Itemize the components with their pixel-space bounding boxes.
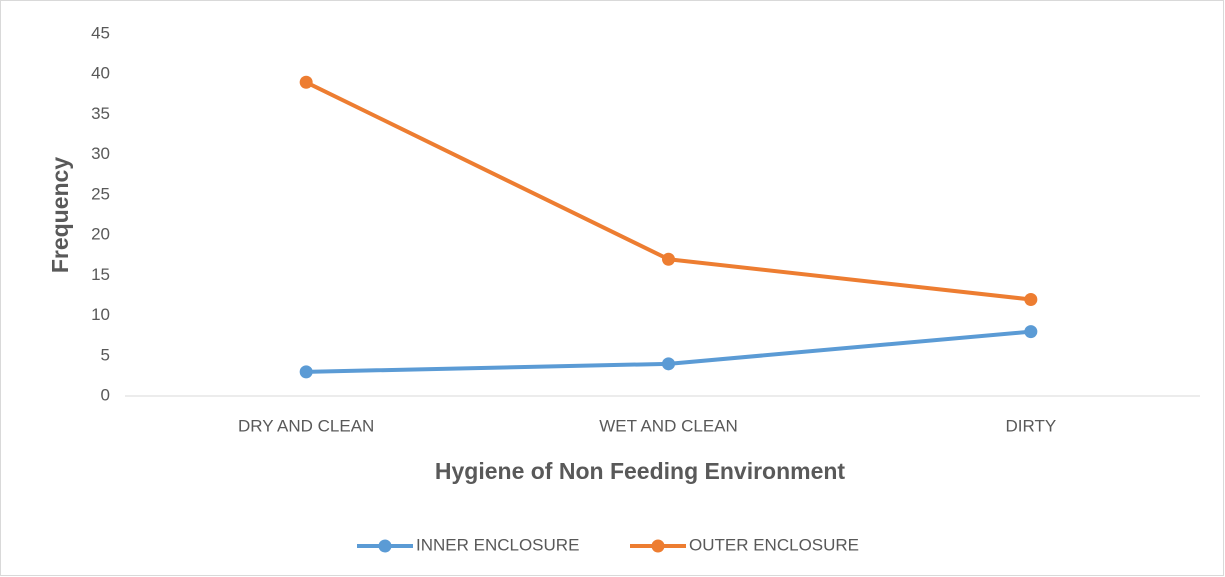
y-tick-label: 15 — [91, 265, 110, 284]
y-tick-label: 30 — [91, 144, 110, 163]
point — [662, 357, 675, 371]
x-axis-title: Hygiene of Non Feeding Environment — [435, 458, 846, 484]
point — [299, 365, 313, 379]
legend-label: OUTER ENCLOSURE — [689, 535, 859, 554]
x-tick-label: DRY AND CLEAN — [238, 416, 374, 435]
x-tick-label: WET AND CLEAN — [599, 416, 738, 435]
point — [1024, 292, 1038, 306]
point — [662, 252, 675, 266]
y-tick-label: 5 — [101, 345, 110, 364]
y-tick-label: 40 — [91, 64, 110, 83]
y-tick-label: 25 — [91, 184, 110, 203]
legend-label: INNER ENCLOSURE — [416, 535, 579, 554]
y-axis-title: Frequency — [47, 157, 73, 274]
y-tick-label: 45 — [91, 23, 110, 42]
y-tick-label: 20 — [91, 225, 110, 244]
point — [1024, 325, 1038, 339]
legend-marker — [651, 539, 665, 553]
x-tick-label: DIRTY — [1005, 416, 1056, 435]
legend-marker — [378, 539, 392, 553]
y-tick-label: 0 — [101, 385, 110, 404]
y-tick-label: 10 — [91, 305, 110, 324]
y-tick-label: 35 — [91, 104, 110, 123]
point — [299, 75, 313, 89]
